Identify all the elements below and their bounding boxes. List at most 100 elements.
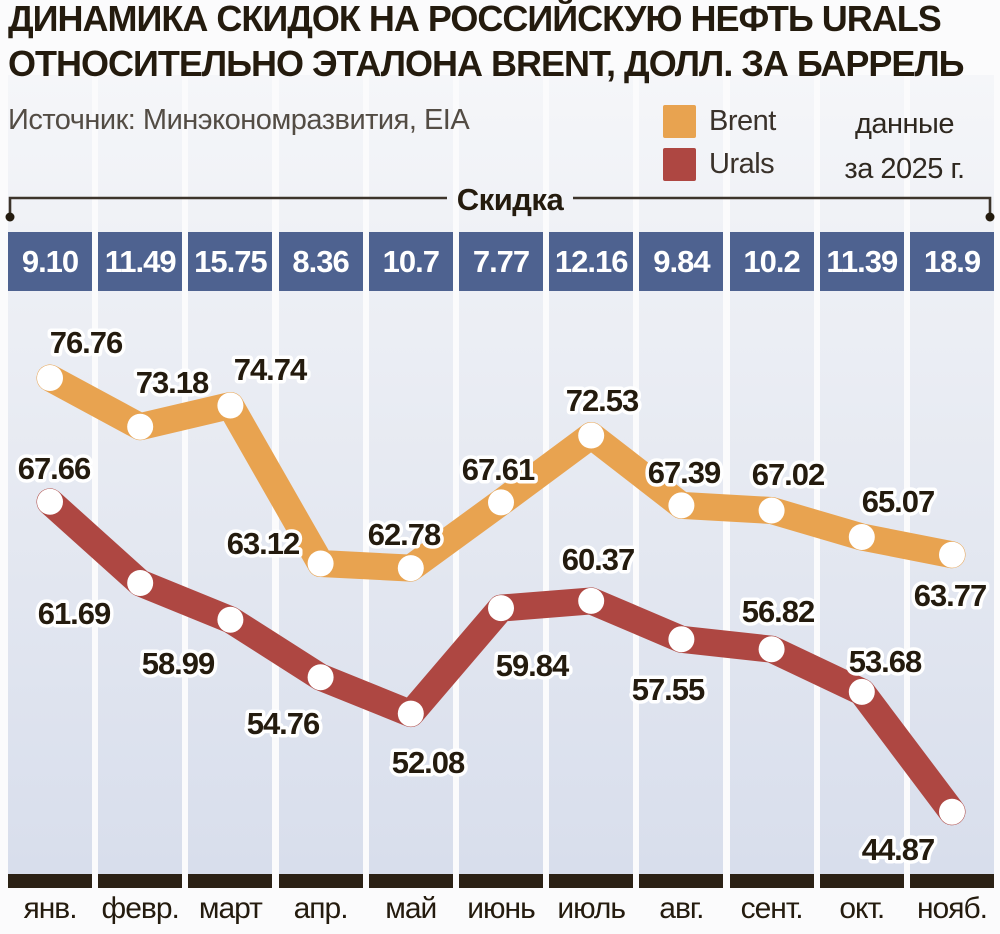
column-end-bar [368,874,453,888]
urals-value-label: 53.68 [849,644,922,679]
urals-data-point-marker [848,678,875,705]
urals-value-label: 61.69 [38,596,111,631]
urals-data-point-marker [488,595,514,622]
discount-value-box: 10.2 [729,232,814,291]
brent-data-point-marker [37,365,63,391]
urals-value-label: 59.84 [496,648,570,683]
column-end-bar [639,874,724,888]
column-stripe [98,75,183,874]
discount-value-box: 9.10 [8,232,92,291]
brent-data-point-marker [578,422,605,449]
brent-data-point-marker [127,413,154,440]
column-end-bar [729,874,814,888]
month-label: янв. [23,892,77,925]
column-end-bar [188,874,273,888]
month-label: нояб. [916,892,988,925]
brent-data-point-marker [939,541,965,568]
urals-data-point-marker [37,488,63,515]
note-line-2: за 2025 г. [844,153,965,185]
brent-color-swatch [663,104,696,138]
urals-value-label: 67.66 [18,451,91,486]
month-label: февр. [101,892,180,925]
brent-data-point-marker [217,392,244,419]
discount-value-box: 18.9 [910,232,994,291]
bracket-dot-left [5,212,15,222]
column-stripe [8,75,92,874]
discount-value-box: 9.84 [639,232,724,291]
urals-value-label: 44.87 [862,832,935,867]
brent-data-point-marker [758,497,785,524]
brent-data-point-marker [668,492,695,519]
brent-value-label: 67.39 [648,455,721,490]
month-label: июль [557,892,626,925]
urals-data-point-marker [307,664,334,691]
column-stripe [278,75,363,874]
brent-value-label: 63.77 [914,578,987,613]
brent-value-label: 65.07 [862,484,935,519]
legend-label-brent: Brent [709,104,776,137]
month-label: июнь [467,892,535,925]
discount-value-box: 15.75 [188,232,273,291]
month-label: окт. [839,892,885,925]
discount-bracket-label: Скидка [457,182,565,217]
urals-value-label: 60.37 [562,542,635,577]
column-stripe [368,75,453,874]
urals-value-label: 52.08 [392,745,465,780]
column-end-bar [549,874,634,888]
month-label: май [385,892,437,925]
column-end-bar [459,874,543,888]
urals-data-point-marker [939,798,965,825]
urals-data-point-marker [127,570,154,596]
discount-value-box: 11.49 [98,232,183,291]
data-period-note: данные за 2025 г. [812,102,997,192]
discount-value-box: 10.7 [368,232,453,291]
urals-value-label: 54.76 [247,706,320,741]
urals-data-point-marker [758,636,785,663]
column-end-bar [8,874,92,888]
urals-value-label: 57.55 [632,672,705,707]
brent-data-point-marker [307,550,334,577]
legend-item-brent: Brent [663,104,776,138]
column-stripe [729,75,814,874]
urals-value-label: 56.82 [742,594,815,629]
discount-bracket-line [8,196,992,214]
legend-item-urals: Urals [663,147,776,181]
source-note: Источник: Минэкономразвития, EIA [8,104,470,136]
column-end-bar [98,874,183,888]
brent-value-label: 74.74 [234,352,308,387]
month-label: сент. [740,892,804,925]
brent-data-point-marker [397,555,424,582]
brent-data-point-marker [488,489,514,516]
month-label: апр. [293,892,349,925]
brent-value-label: 73.18 [136,365,209,400]
brent-data-point-marker [848,524,875,550]
urals-data-point-marker [397,700,424,727]
brent-value-label: 62.78 [368,517,441,552]
column-end-bar [819,874,904,888]
urals-data-point-marker [668,626,695,653]
brent-value-label: 67.02 [752,457,825,492]
discount-value-box: 7.77 [459,232,543,291]
discount-value-box: 11.39 [819,232,904,291]
legend-label-urals: Urals [709,147,775,180]
column-stripe [910,75,994,874]
bracket-dot-right [985,212,995,222]
column-stripe [549,75,634,874]
urals-data-point-marker [578,587,605,614]
legend: Brent Urals [663,104,776,190]
brent-value-label: 76.76 [50,325,123,360]
brent-value-label: 72.53 [566,383,639,418]
column-end-bar [278,874,363,888]
column-end-bar [910,874,994,888]
title-line-1: ДИНАМИКА СКИДОК НА РОССИЙСКУЮ НЕФТЬ URAL… [8,0,942,39]
note-line-1: данные [854,108,955,140]
month-label: март [198,892,263,925]
month-label: авг. [659,892,704,925]
title-line-2: ОТНОСИТЕЛЬНО ЭТАЛОНА BRENT, ДОЛЛ. ЗА БАР… [8,43,965,84]
discount-value-box: 12.16 [549,232,634,291]
brent-value-label: 63.12 [227,526,300,561]
brent-value-label: 67.61 [462,452,535,487]
page-title: ДИНАМИКА СКИДОК НА РОССИЙСКУЮ НЕФТЬ URAL… [8,0,965,86]
